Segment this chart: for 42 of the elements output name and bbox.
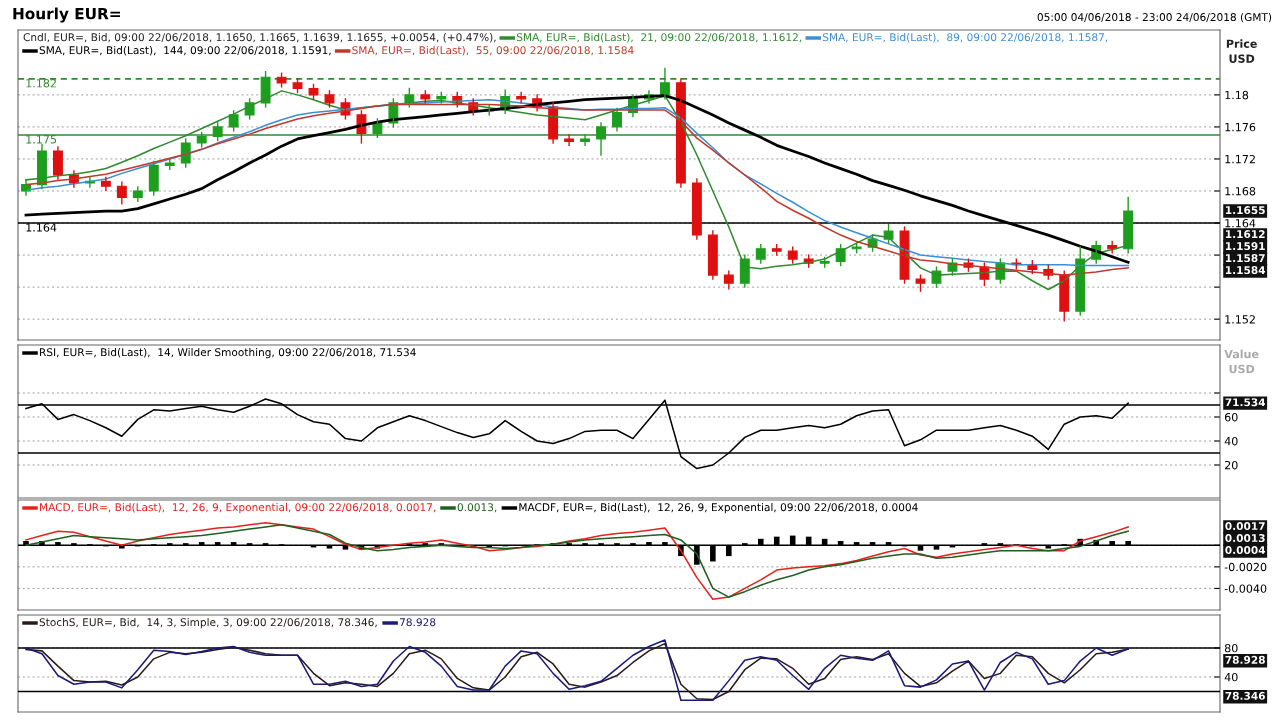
y-tick-label: -0.0040 [1224, 584, 1267, 593]
chart-subtitle: 05:00 04/06/2018 - 23:00 24/06/2018 (GMT) [1037, 12, 1272, 23]
y-tick-label: 1.164 [1225, 219, 1256, 228]
text: 1.1591 [1226, 242, 1265, 251]
y-tick-label: 1.152 [1225, 315, 1255, 324]
ref-line-label: 1.164 [26, 223, 57, 232]
y-tick-label: 60 [1224, 412, 1238, 422]
text: 0.0004 [1225, 546, 1266, 555]
text: 71.534 [1225, 398, 1266, 407]
text: 1.1612 [1226, 230, 1265, 239]
y-tick-label: 1.18 [1225, 90, 1249, 100]
y-tick-label: 1.176 [1225, 122, 1256, 132]
y-tick-label: 40 [1224, 672, 1238, 682]
y-tick-label: 40 [1224, 436, 1238, 446]
y-tick-label: -0.0020 [1224, 562, 1267, 572]
text: 0.0017 [1225, 522, 1265, 531]
chart-title: Hourly EUR= [13, 7, 120, 23]
y-tick-label: 80 [1224, 643, 1238, 653]
legend-label: 78.928 [399, 618, 436, 627]
legend-label: SMA, EUR=, Bid(Last), 89, 09:00 22/06/2018, 1.1587, [822, 33, 1108, 43]
y-tick-label: 1.172 [1225, 154, 1255, 164]
y-axis-title: Value USD [1224, 349, 1259, 374]
text: 78.346 [1225, 691, 1265, 700]
legend-label: SMA, EUR=, Bid(Last), 21, 09:00 22/06/2018, 1.1612, [516, 33, 802, 43]
legend-label: 0.0013, [457, 503, 497, 513]
legend-title: Cndl, EUR=, Bid, 09:00 22/06/2018, 1.1650, 1.1665, 1.1639, 1.1655, +0.0054, (+0.47%), [23, 33, 496, 43]
ref-line-label: 1.175 [26, 135, 57, 144]
text: 0.0013 [1225, 534, 1265, 543]
legend-label: MACDF, EUR=, Bid(Last), 12, 26, 9, Exponential, 09:00 22/06/2018, 0.0004 [519, 503, 918, 514]
ref-line-label: 1.182 [26, 79, 56, 88]
legend-label: SMA, EUR=, Bid(Last), 55, 09:00 22/06/2018, 1.1584 [352, 46, 634, 56]
text: 1.1587 [1226, 254, 1265, 263]
legend-label: SMA, EUR=, Bid(Last), 144, 09:00 22/06/2018, 1.1591, [39, 46, 331, 56]
text: 1.1584 [1226, 266, 1266, 275]
text: 78.928 [1225, 655, 1265, 664]
legend-label: MACD, EUR=, Bid(Last), 12, 26, 9, Exponential, 09:00 22/06/2018, 0.0017, [40, 503, 436, 514]
y-tick-label: 1.168 [1225, 186, 1256, 196]
legend-label: StochS, EUR=, Bid, 14, 3, Simple, 3, 09:00 22/06/2018, 78.346, [39, 618, 377, 629]
y-tick-label: 20 [1224, 460, 1238, 470]
legend-label: RSI, EUR=, Bid(Last), 14, Wilder Smoothing, 09:00 22/06/2018, 71.534 [40, 348, 416, 359]
y-axis-title: Price USD [1226, 39, 1257, 63]
text: 1.1655 [1226, 206, 1265, 215]
